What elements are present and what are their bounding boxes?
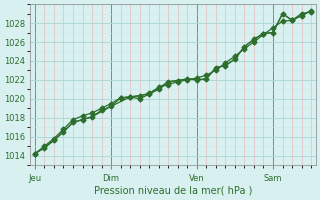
X-axis label: Pression niveau de la mer( hPa ): Pression niveau de la mer( hPa ): [94, 186, 252, 196]
